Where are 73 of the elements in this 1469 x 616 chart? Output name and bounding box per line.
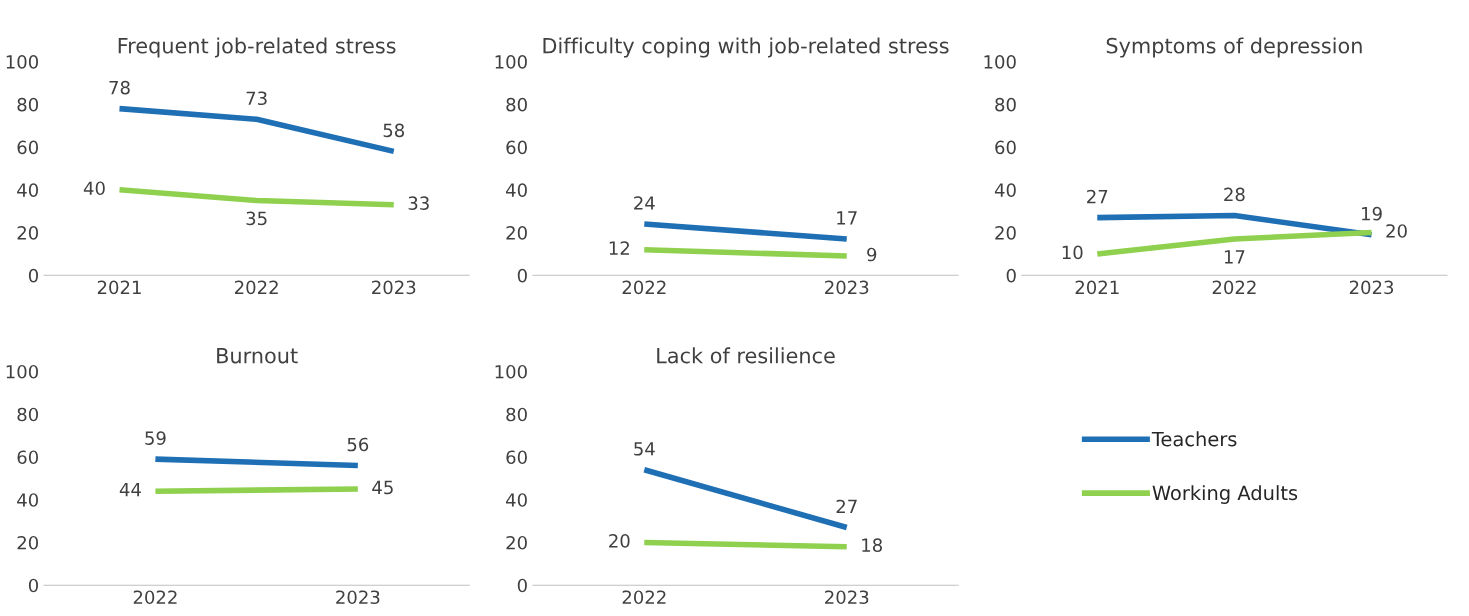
data-label: 9 <box>867 247 877 262</box>
y-tick-label: 0 <box>28 578 39 593</box>
y-tick-label: 60 <box>506 140 527 155</box>
x-tick-label: 2023 <box>825 590 869 605</box>
data-label: 44 <box>119 482 141 497</box>
x-tick-label: 2021 <box>1075 280 1119 295</box>
x-tick-label: 2023 <box>336 590 380 605</box>
data-label: 58 <box>383 123 405 138</box>
data-label: 33 <box>408 196 429 211</box>
data-label: 17 <box>1224 250 1245 264</box>
y-tick-label: 100 <box>6 55 39 69</box>
y-tick-label: 20 <box>506 226 527 240</box>
y-tick-label: 20 <box>17 535 39 550</box>
x-tick-label: 2022 <box>622 590 666 605</box>
y-tick-label: 100 <box>984 55 1016 69</box>
data-label: 20 <box>609 534 630 548</box>
y-tick-label: 20 <box>995 226 1016 240</box>
legend-label: Teachers <box>1151 431 1237 447</box>
data-label: 45 <box>372 480 393 495</box>
y-tick-label: 80 <box>506 407 527 422</box>
y-tick-label: 80 <box>17 97 39 112</box>
data-label: 19 <box>1362 206 1382 221</box>
y-tick-label: 20 <box>506 535 527 550</box>
chart-title: Burnout <box>217 347 298 364</box>
x-tick-label: 2021 <box>97 280 141 295</box>
y-tick-label: 60 <box>17 140 39 155</box>
data-label: 24 <box>634 196 655 210</box>
y-tick-label: 80 <box>995 97 1016 112</box>
legend-label: Working Adults <box>1152 485 1298 504</box>
y-tick-label: 40 <box>994 183 1016 197</box>
x-tick-label: 2022 <box>622 280 666 295</box>
x-tick-label: 2023 <box>1349 280 1394 295</box>
data-label: 78 <box>109 80 130 95</box>
data-label: 17 <box>837 211 857 225</box>
y-tick-label: 40 <box>506 183 527 197</box>
y-tick-label: 60 <box>995 140 1016 155</box>
y-tick-label: 40 <box>506 493 527 507</box>
x-tick-label: 2022 <box>1212 280 1256 295</box>
y-tick-label: 40 <box>17 493 39 507</box>
data-label: 10 <box>1062 245 1083 260</box>
y-tick-label: 0 <box>517 268 527 283</box>
y-tick-label: 40 <box>17 183 39 197</box>
y-tick-label: 60 <box>506 450 527 465</box>
y-tick-label: 100 <box>495 364 527 379</box>
data-label: 73 <box>246 91 267 106</box>
y-tick-label: 80 <box>506 97 527 112</box>
data-label: 59 <box>145 431 166 445</box>
y-tick-label: 60 <box>17 450 39 465</box>
x-tick-label: 2022 <box>234 280 278 295</box>
x-tick-label: 2023 <box>825 280 869 295</box>
data-label: 54 <box>634 442 655 456</box>
y-tick-label: 0 <box>28 268 39 283</box>
chart-title: Lack of resilience <box>657 347 835 364</box>
data-label: 12 <box>609 241 629 255</box>
x-tick-label: 2023 <box>372 280 416 295</box>
chart-title: Symptoms of depression <box>1106 37 1362 58</box>
y-tick-label: 80 <box>17 407 39 422</box>
y-tick-label: 0 <box>1006 268 1016 283</box>
data-label: 27 <box>836 499 857 514</box>
y-tick-label: 20 <box>17 226 39 240</box>
y-tick-label: 100 <box>6 364 39 379</box>
data-label: 28 <box>1224 187 1245 202</box>
data-label: 27 <box>1087 189 1108 204</box>
data-label: 20 <box>1386 224 1407 238</box>
x-tick-label: 2022 <box>133 590 177 605</box>
y-tick-label: 0 <box>517 578 527 593</box>
chart-title: Frequent job-related stress <box>118 37 396 58</box>
data-label: 40 <box>83 181 105 196</box>
data-label: 35 <box>246 211 267 226</box>
chart-title: Difficulty coping with job-related stress <box>543 37 949 58</box>
data-label: 18 <box>862 538 882 552</box>
y-tick-label: 100 <box>495 55 527 69</box>
data-label: 56 <box>347 437 369 452</box>
